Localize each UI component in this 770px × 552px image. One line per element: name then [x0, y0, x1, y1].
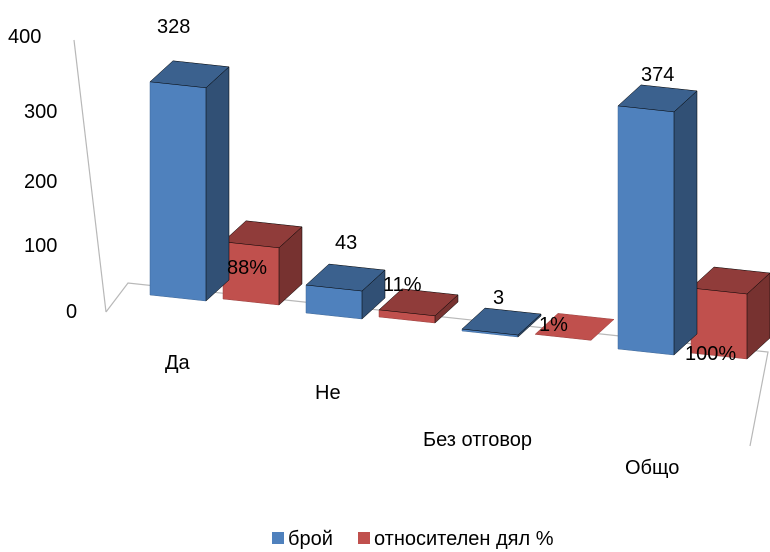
- data-labels: 328 43 3 374 88% 11% 1% 100%: [157, 16, 736, 365]
- legend-swatch-percent: [358, 532, 370, 544]
- category-label: Общо: [625, 457, 679, 479]
- floor-outline: [105, 282, 769, 447]
- x-axis-categories: Да Не Без отговор Общо: [165, 352, 679, 479]
- bar-percent-top: [222, 220, 303, 249]
- data-label-percent: 11%: [383, 274, 422, 296]
- bar-count-front: [617, 105, 675, 356]
- data-label-count: 43: [335, 232, 357, 254]
- bar-percent-top: [690, 266, 770, 295]
- bar-count-top: [149, 60, 230, 89]
- category-label: Да: [165, 352, 191, 374]
- bar-count-top: [461, 307, 542, 336]
- bar-count-top: [617, 84, 698, 113]
- category-label: Без отговор: [423, 429, 532, 451]
- bars-group: [149, 60, 770, 360]
- legend-label-count: брой: [288, 528, 333, 550]
- bar-count-side: [205, 66, 230, 302]
- bar-count-side: [673, 90, 698, 356]
- legend-swatch-count: [272, 532, 284, 544]
- data-label-percent: 88%: [227, 257, 267, 279]
- category-label: Не: [315, 382, 341, 404]
- y-tick-label: 100: [24, 235, 57, 257]
- data-label-count: 374: [641, 64, 674, 86]
- y-tick-label: 0: [66, 301, 77, 323]
- y-axis-ticks: 400 300 200 100 0: [8, 26, 77, 323]
- data-label-percent: 100%: [685, 343, 736, 365]
- bar-percent-top: [534, 313, 615, 341]
- data-label-count: 3: [493, 287, 504, 309]
- data-label-count: 328: [157, 16, 190, 38]
- bar-percent-side: [746, 272, 770, 360]
- chart-frame: [73, 39, 769, 447]
- y-tick-label: 400: [8, 26, 41, 48]
- bar-count-top: [305, 263, 386, 292]
- legend-label-percent: относителен дял %: [374, 528, 554, 550]
- legend: брой относителен дял %: [272, 528, 554, 550]
- y-tick-label: 200: [24, 171, 57, 193]
- data-label-percent: 1%: [539, 314, 568, 336]
- bar-count-front: [149, 81, 207, 302]
- bar-percent-top: [378, 288, 459, 317]
- y-tick-label: 300: [24, 101, 57, 123]
- back-wall-left-edge: [73, 39, 107, 313]
